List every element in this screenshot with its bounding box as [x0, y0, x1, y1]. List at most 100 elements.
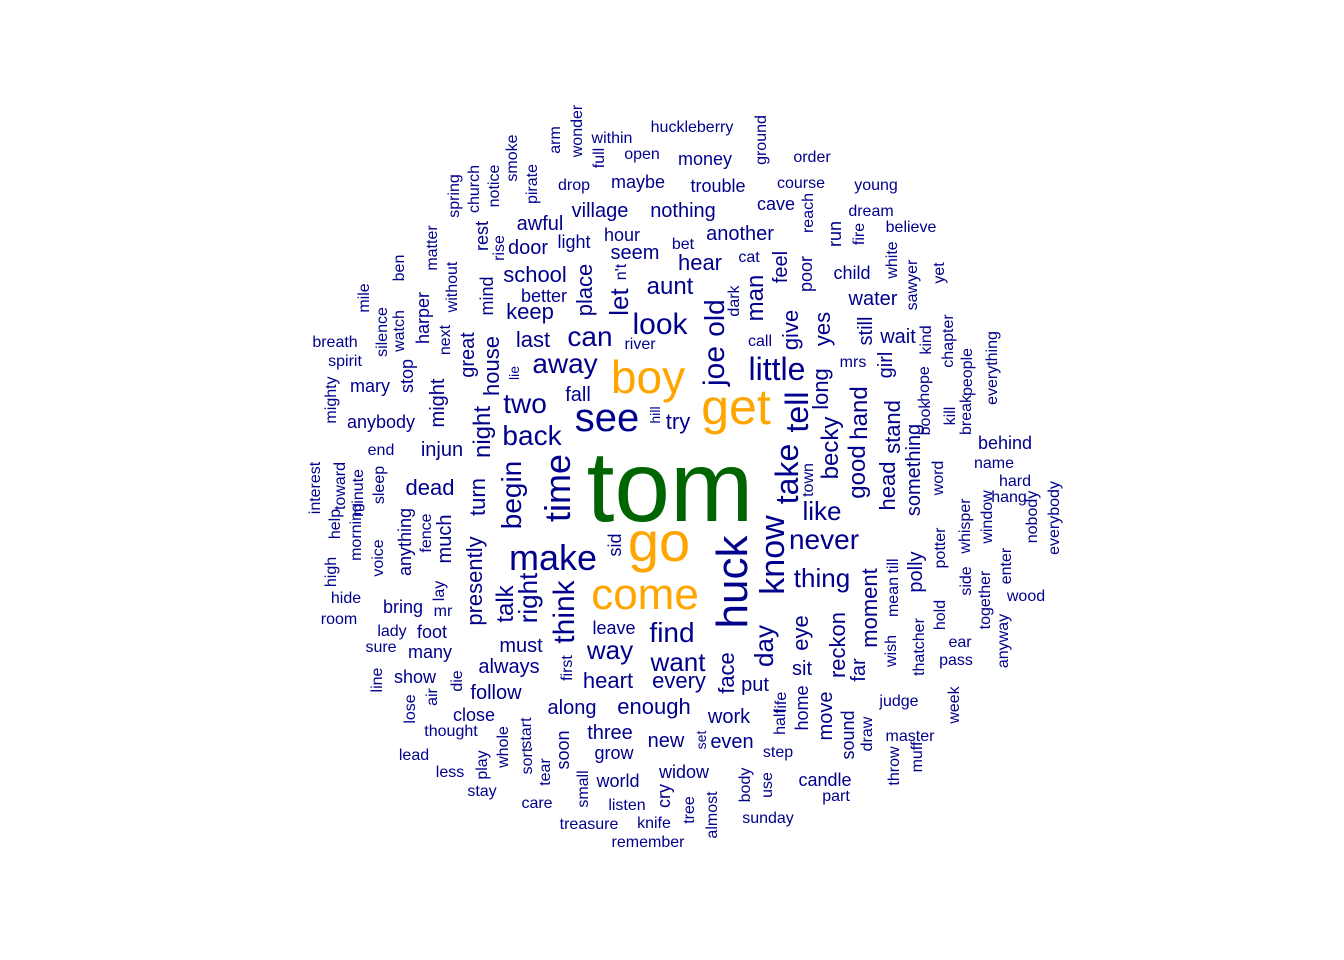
word-two: two: [503, 388, 547, 419]
word-nobody: nobody: [1024, 490, 1041, 544]
word-n-t: n't: [613, 263, 630, 281]
word-know: know: [754, 515, 792, 595]
word-listen: listen: [608, 797, 646, 814]
word-foot: foot: [416, 622, 448, 642]
word-throw: throw: [886, 746, 903, 786]
word-trouble: trouble: [690, 176, 746, 196]
word-everybody: everybody: [1046, 481, 1063, 555]
word-school: school: [503, 262, 567, 287]
word-call: call: [747, 333, 773, 350]
word-half: half: [772, 709, 789, 735]
word-sit: sit: [792, 658, 812, 680]
word-interest: interest: [307, 461, 324, 515]
word-along: along: [547, 697, 597, 719]
word-another: another: [706, 223, 774, 245]
word-man: man: [742, 274, 769, 322]
word-get: get: [701, 379, 771, 435]
word-people: people: [959, 347, 976, 397]
word-take: take: [769, 443, 805, 505]
word-start: start: [518, 717, 535, 749]
word-minute: minute: [350, 468, 367, 518]
word-anybody: anybody: [346, 412, 416, 432]
word-want: want: [650, 647, 706, 677]
word-ben: ben: [391, 254, 408, 282]
word-feel: feel: [770, 250, 792, 284]
word-knife: knife: [637, 815, 671, 832]
word-window: window: [979, 490, 996, 544]
word-cat: cat: [738, 249, 760, 266]
word-sawyer: sawyer: [904, 259, 921, 311]
word-lie: lie: [506, 365, 522, 381]
word-silence: silence: [374, 307, 391, 357]
word-three: three: [587, 722, 633, 744]
word-night: night: [469, 405, 496, 459]
word-maybe: maybe: [610, 172, 666, 192]
word-new: new: [647, 730, 685, 752]
word-work: work: [707, 706, 751, 728]
word-think: think: [548, 580, 581, 644]
word-reach: reach: [800, 192, 817, 234]
word-enter: enter: [998, 547, 1015, 585]
word-mean: mean: [885, 576, 902, 618]
word-whole: whole: [495, 726, 512, 768]
word-look: look: [632, 308, 688, 341]
word-hold: hold: [932, 599, 949, 631]
word-lead: lead: [398, 747, 430, 764]
word-town: town: [800, 463, 817, 497]
word-day: day: [749, 625, 779, 667]
word-still: still: [855, 316, 877, 346]
word-hide: hide: [330, 590, 362, 607]
word-mile: mile: [356, 283, 373, 313]
word-hope: hope: [916, 366, 933, 402]
word-kind: kind: [918, 325, 935, 355]
word-time: time: [537, 453, 578, 523]
word-full: full: [591, 147, 608, 169]
word-hand: hand: [846, 386, 873, 440]
word-put: put: [741, 674, 769, 696]
word-within: within: [591, 130, 633, 147]
word-young: young: [854, 177, 898, 194]
word-open: open: [624, 146, 660, 163]
word-hill: hill: [647, 406, 663, 424]
word-word: word: [930, 460, 947, 496]
word-talk: talk: [492, 585, 519, 623]
word-yet: yet: [931, 262, 948, 284]
word-nothing: nothing: [650, 200, 716, 222]
word-way: way: [586, 635, 634, 665]
word-huck: huck: [708, 535, 757, 629]
word-much: much: [434, 514, 456, 564]
word-door: door: [507, 237, 549, 259]
word-hear: hear: [677, 250, 723, 275]
word-show: show: [393, 667, 437, 687]
word-pirate: pirate: [524, 163, 541, 205]
word-poor: poor: [796, 255, 816, 293]
word-remember: remember: [611, 834, 685, 851]
word-help: help: [327, 508, 344, 540]
word-sort: sort: [519, 747, 536, 775]
word-place: place: [572, 263, 597, 317]
word-wait: wait: [880, 326, 916, 348]
word-lay: lay: [431, 580, 448, 602]
word-die: die: [449, 670, 466, 692]
word-hour: hour: [603, 225, 641, 245]
word-anyway: anyway: [995, 613, 1012, 669]
word-must: must: [499, 635, 543, 657]
word-even: even: [710, 731, 754, 753]
word-many: many: [407, 642, 453, 662]
word-reckon: reckon: [825, 611, 850, 679]
word-drop: drop: [557, 177, 591, 194]
word-tree: tree: [681, 796, 698, 824]
word-next: next: [437, 324, 454, 356]
word-cave: cave: [756, 194, 796, 214]
word-little: little: [748, 351, 806, 387]
word-leave: leave: [592, 618, 636, 638]
word-joe: joe: [698, 345, 731, 387]
word-always: always: [478, 656, 540, 678]
word-give: give: [778, 309, 803, 351]
word-every: every: [652, 668, 706, 693]
word-matter: matter: [424, 225, 441, 271]
word-like: like: [802, 496, 842, 526]
word-aunt: aunt: [646, 273, 694, 300]
word-end: end: [367, 442, 395, 459]
word-stay: stay: [467, 783, 497, 800]
